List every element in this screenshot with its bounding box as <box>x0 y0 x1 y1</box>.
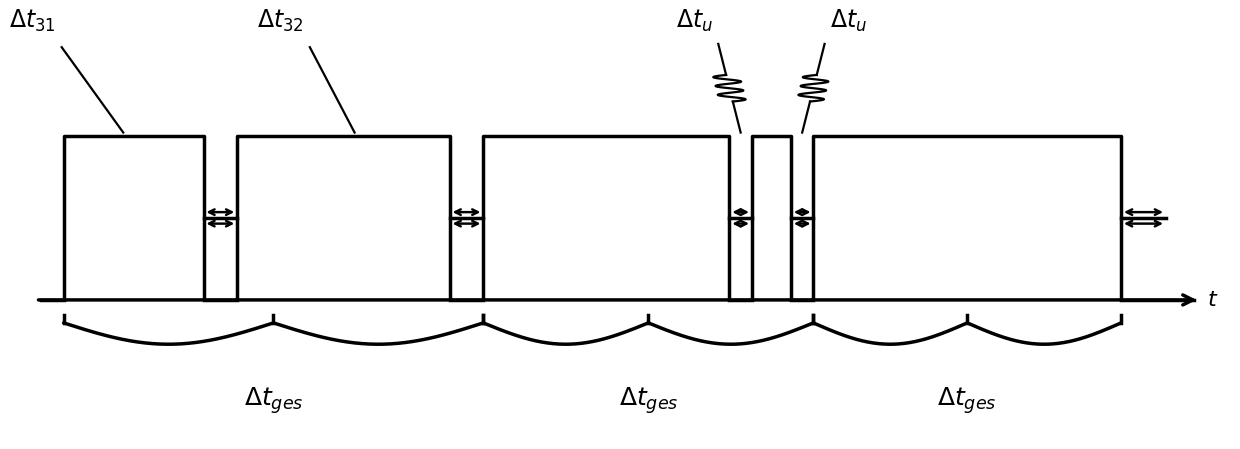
Text: $\Delta t_{u}$: $\Delta t_{u}$ <box>676 8 713 34</box>
Text: $\Delta t_{ges}$: $\Delta t_{ges}$ <box>619 385 678 416</box>
Text: $t$: $t$ <box>1208 290 1219 310</box>
Text: $\Delta t_{ges}$: $\Delta t_{ges}$ <box>244 385 304 416</box>
Text: $\Delta t_{31}$: $\Delta t_{31}$ <box>9 8 56 34</box>
Text: $\Delta t_{u}$: $\Delta t_{u}$ <box>830 8 867 34</box>
Text: $\Delta t_{ges}$: $\Delta t_{ges}$ <box>937 385 997 416</box>
Text: $\Delta t_{32}$: $\Delta t_{32}$ <box>258 8 304 34</box>
